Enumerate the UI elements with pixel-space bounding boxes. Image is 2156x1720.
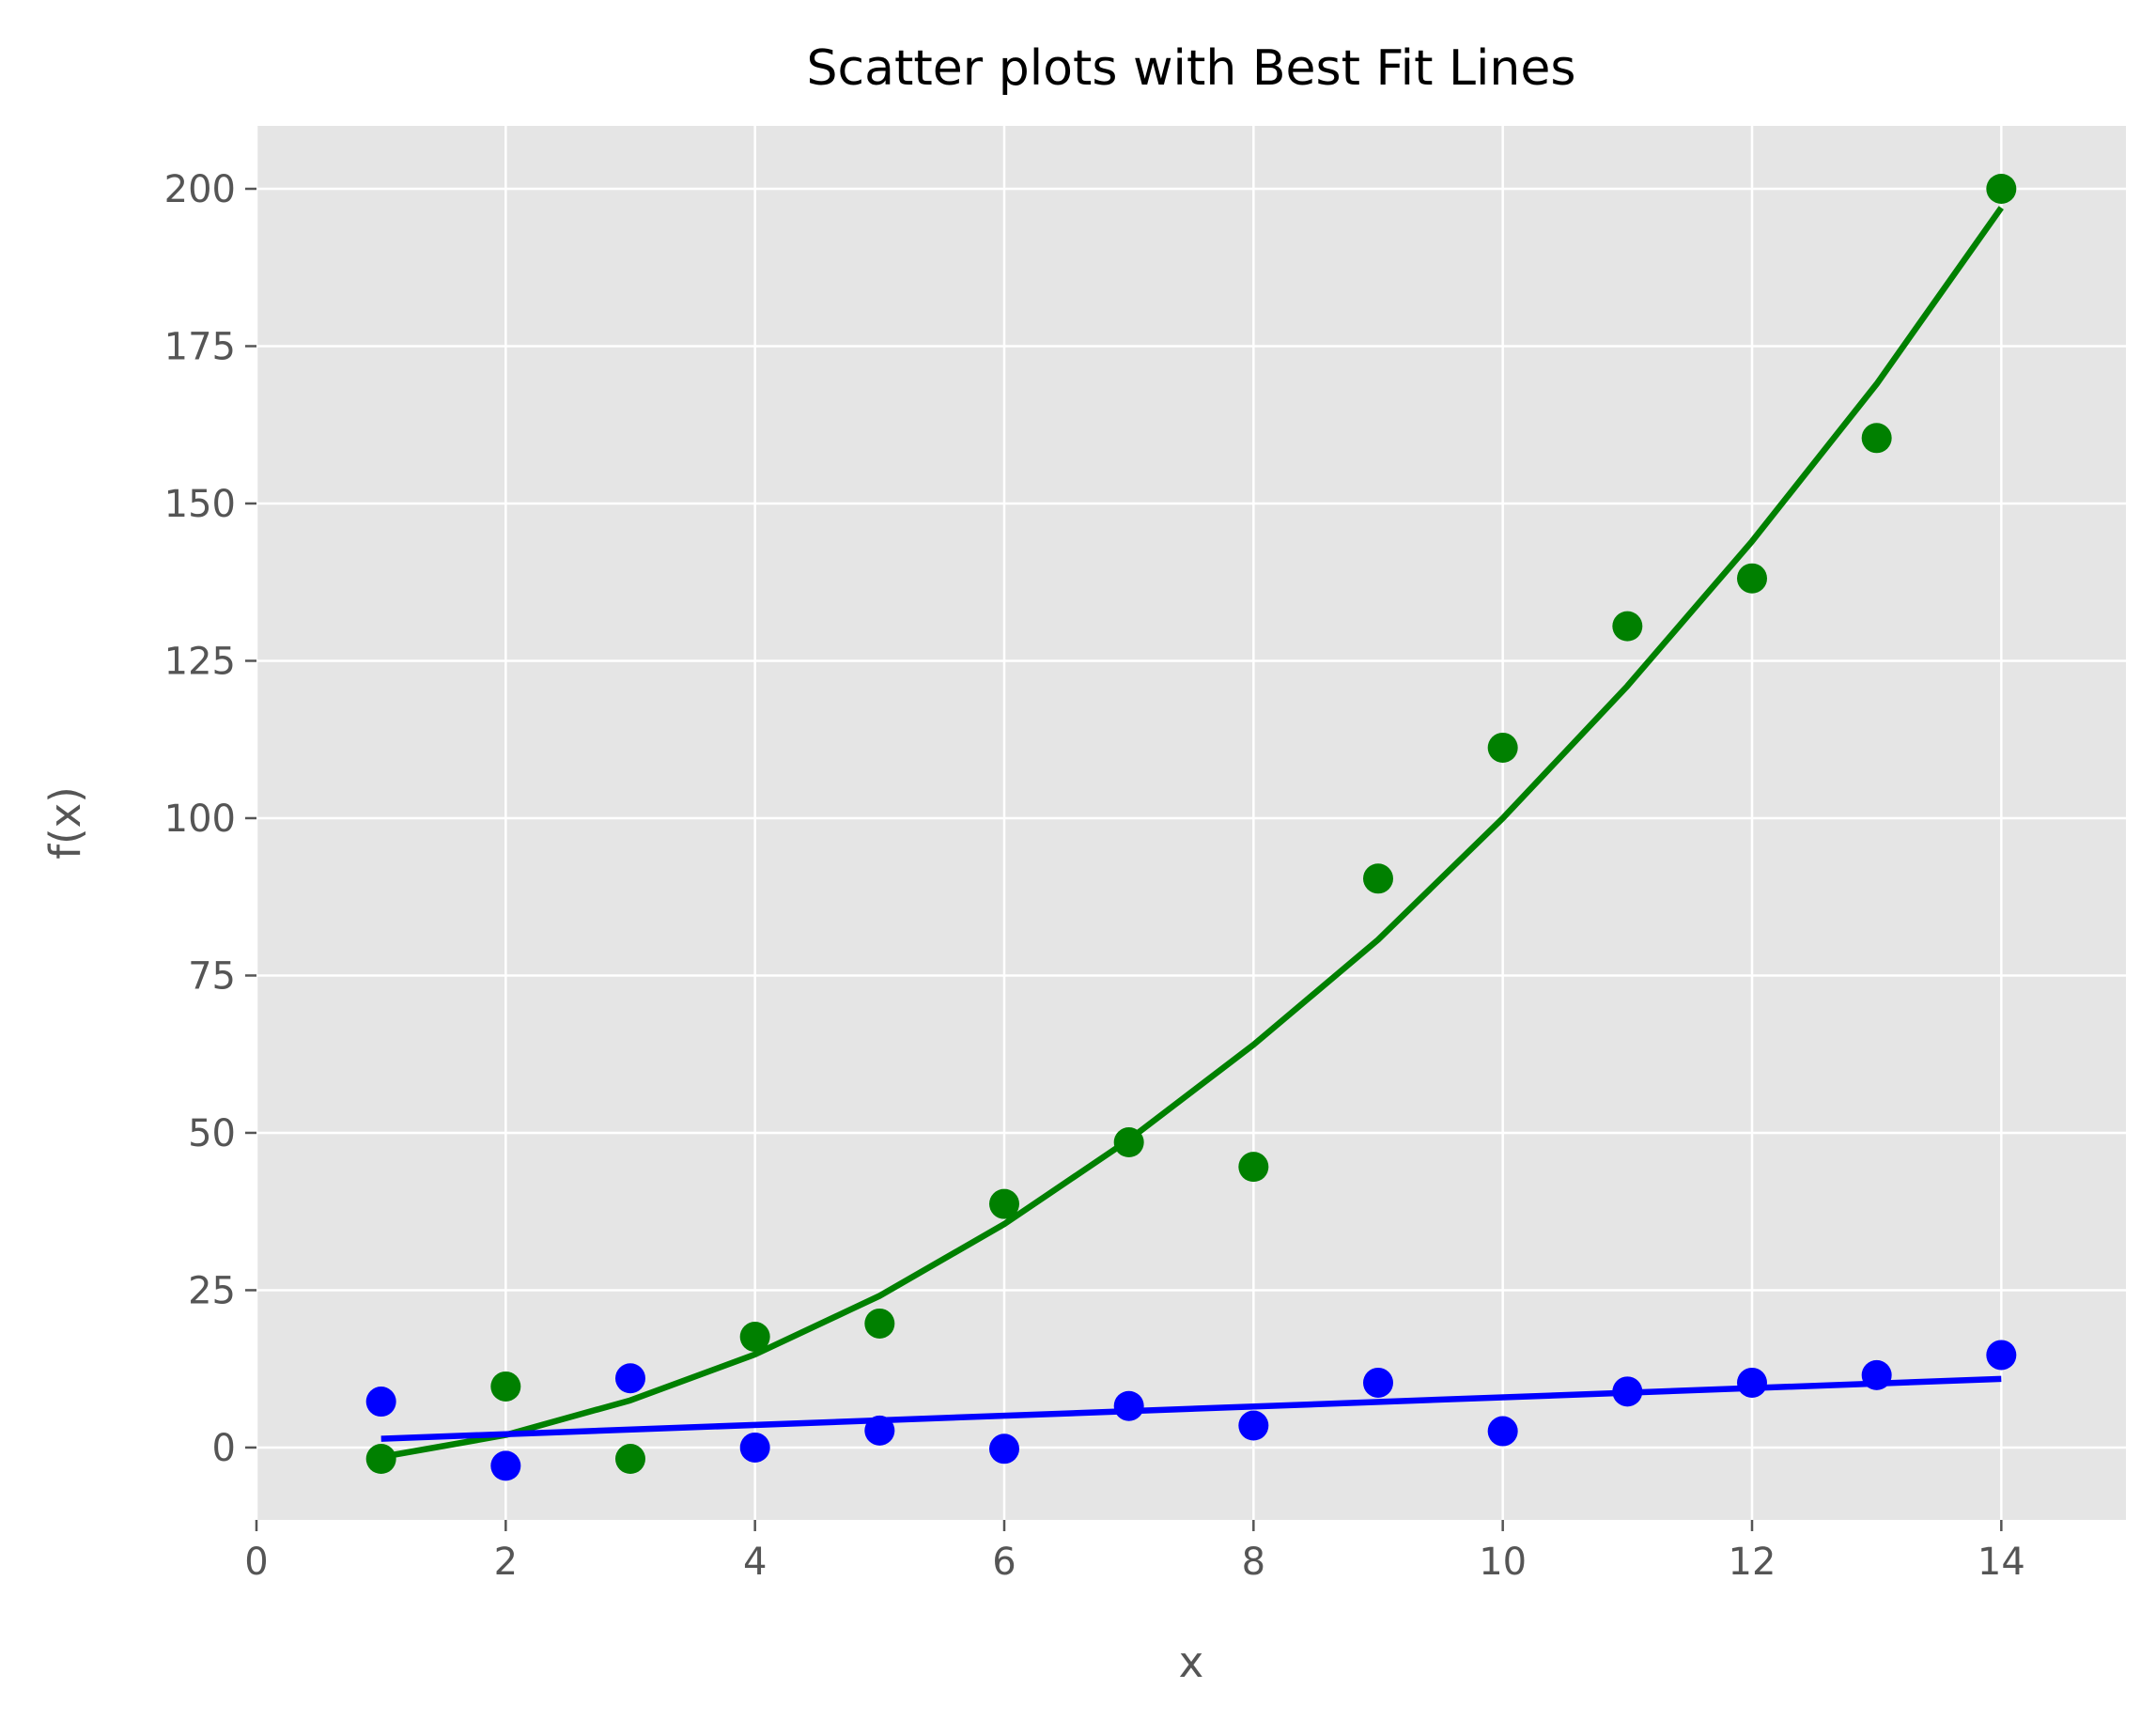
quadratic-data-point [1986,173,2017,204]
grid-lines [255,126,2126,1520]
linear-data-point [1487,1416,1518,1447]
quadratic-data-point [490,1371,521,1402]
quadratic-data-point [365,1444,396,1475]
linear-data-point [490,1450,521,1481]
quadratic-data-point [1238,1152,1269,1183]
y-tick-label: 200 [164,168,236,211]
quadratic-data-point [615,1444,645,1475]
y-tick-label: 100 [164,798,236,841]
linear-data-point [1861,1359,1892,1390]
y-axis-label: f(x) [40,786,90,860]
quadratic-data-point [1113,1127,1144,1158]
x-tick-label: 0 [244,1541,268,1584]
y-tick-label: 75 [188,954,236,998]
quadratic-data-point [739,1322,770,1353]
linear-data-point [365,1387,396,1418]
y-tick-label: 125 [164,640,236,683]
quadratic-data-point [1612,611,1643,642]
linear-fit-line [380,1375,2002,1442]
x-tick-label: 4 [743,1541,767,1584]
x-tick-label: 2 [494,1541,518,1584]
linear-data-point [615,1363,645,1394]
y-tick-label: 150 [164,483,236,526]
plot-background [256,126,2126,1520]
linear-data-point [864,1415,895,1446]
linear-data-point [1113,1390,1144,1421]
y-tick-label: 175 [164,325,236,368]
y-tick-label: 25 [188,1269,236,1312]
linear-data-point [1612,1376,1643,1407]
x-tick-label: 10 [1479,1541,1527,1584]
quadratic-data-point [1861,423,1892,454]
quadratic-data-point [1363,863,1393,894]
linear-data-point [1238,1410,1269,1441]
x-tick-label: 6 [992,1541,1016,1584]
linear-data-point [739,1432,770,1463]
quadratic-data-point [864,1308,895,1339]
x-axis-label: x [1179,1637,1204,1687]
series-layer [365,173,2017,1481]
x-tick-label: 8 [1242,1541,1265,1584]
quadratic-data-point [1487,732,1518,763]
axis-ticks [245,187,2003,1531]
y-tick-label: 50 [188,1112,236,1155]
x-tick-label: 14 [1978,1541,2025,1584]
linear-data-point [1737,1367,1767,1398]
quadratic-fit-line [380,206,2004,1461]
y-tick-label: 0 [212,1427,236,1470]
quadratic-data-point [1737,563,1767,594]
linear-data-point [1363,1367,1393,1398]
x-tick-label: 12 [1729,1541,1776,1584]
quadratic-data-point [989,1188,1019,1219]
linear-data-point [989,1433,1019,1464]
chart-title: Scatter plots with Best Fit Lines [807,40,1576,97]
linear-data-point [1986,1340,2017,1371]
tick-labels: 0 2 4 6 8 10 12 14 0 25 50 75 100 125 150 175 200 [164,168,2025,1584]
